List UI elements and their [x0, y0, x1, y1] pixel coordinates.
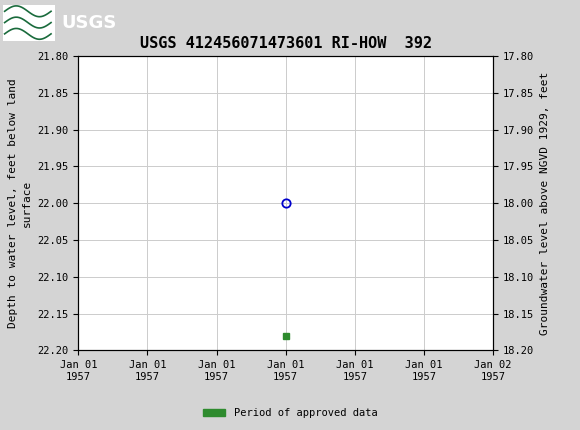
Y-axis label: Depth to water level, feet below land
surface: Depth to water level, feet below land su…: [8, 78, 32, 328]
Y-axis label: Groundwater level above NGVD 1929, feet: Groundwater level above NGVD 1929, feet: [539, 71, 549, 335]
Legend: Period of approved data: Period of approved data: [198, 404, 382, 423]
Bar: [3, 4, 55, 41]
Title: USGS 412456071473601 RI-HOW  392: USGS 412456071473601 RI-HOW 392: [140, 36, 432, 51]
Text: USGS: USGS: [61, 14, 116, 31]
